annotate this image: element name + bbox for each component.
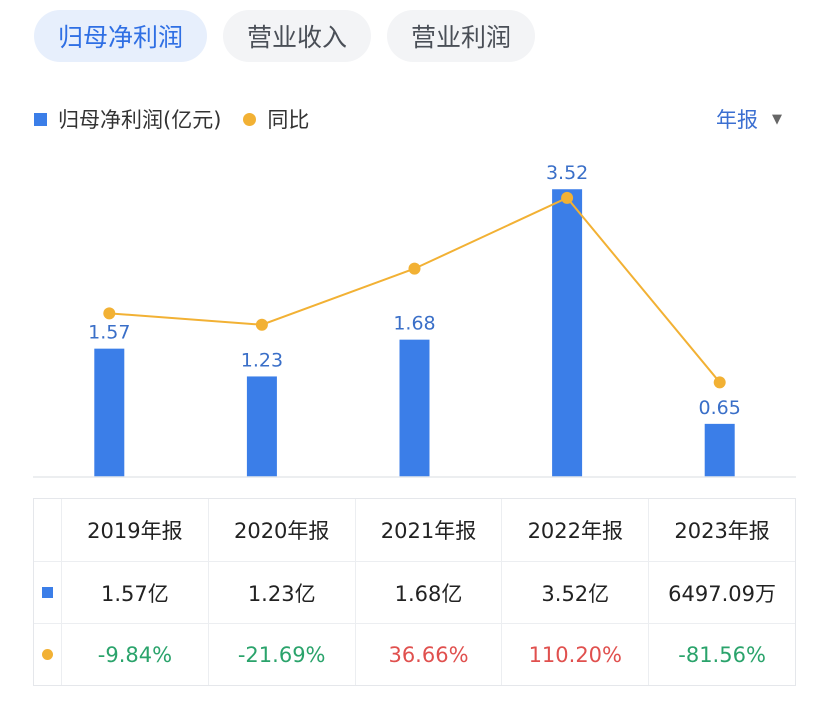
line-marker-icon <box>42 649 53 660</box>
caret-down-icon: ▼ <box>772 111 782 127</box>
line-legend-label: 同比 <box>267 108 310 132</box>
table-header-cell: 2021年报 <box>354 499 502 561</box>
bar-2023年报[interactable] <box>704 423 735 477</box>
row-marker-cell <box>34 624 61 685</box>
table-cell: 6497.09万 <box>648 562 795 623</box>
table-header-cell: 2020年报 <box>207 499 355 561</box>
yoy-point-2020年报[interactable] <box>255 318 268 331</box>
table-cell: 36.66% <box>354 624 502 685</box>
table-cell: -81.56% <box>648 624 795 685</box>
table-row-yoy: -9.84% -21.69% 36.66% 110.20% -81.56% <box>34 623 795 685</box>
table-cell: -21.69% <box>207 624 355 685</box>
bar-value-label: 1.68 <box>393 313 435 335</box>
tab-net-profit[interactable]: 归母净利润 <box>34 10 208 62</box>
yoy-point-2023年报[interactable] <box>713 376 726 389</box>
tab-operating-profit[interactable]: 营业利润 <box>387 10 536 62</box>
row-marker-cell <box>34 562 61 623</box>
table-row-profit: 1.57亿 1.23亿 1.68亿 3.52亿 6497.09万 <box>34 561 795 623</box>
chart-legend: 归母净利润(亿元) 同比 <box>34 104 309 134</box>
net-profit-chart: 1.57 1.23 1.68 3.52 0.65 <box>33 162 796 478</box>
bar-2021年报[interactable] <box>399 339 430 477</box>
bar-2022年报[interactable] <box>552 189 583 478</box>
tab-revenue[interactable]: 营业收入 <box>223 10 372 62</box>
bar-value-label: 1.57 <box>88 322 130 344</box>
bar-legend-swatch <box>34 112 47 126</box>
table-header-cell: 2022年报 <box>501 499 648 561</box>
yoy-point-2019年报[interactable] <box>103 307 116 320</box>
table-cell: 1.23亿 <box>207 562 355 623</box>
metric-tabs: 归母净利润 营业收入 营业利润 <box>34 10 536 62</box>
yoy-point-2022年报[interactable] <box>561 191 574 204</box>
data-table: 2019年报 2020年报 2021年报 2022年报 2023年报 1.57亿… <box>33 498 796 686</box>
bar-value-label: 3.52 <box>546 162 588 184</box>
table-header-row: 2019年报 2020年报 2021年报 2022年报 2023年报 <box>34 499 795 561</box>
period-label: 年报 <box>716 108 758 132</box>
table-cell: -9.84% <box>61 624 208 685</box>
bar-legend-label: 归母净利润(亿元) <box>58 108 222 132</box>
yoy-point-2021年报[interactable] <box>408 262 421 275</box>
table-header-cell: 2019年报 <box>61 499 208 561</box>
table-cell: 1.68亿 <box>354 562 502 623</box>
table-header-cell: 2023年报 <box>648 499 795 561</box>
bar-value-label: 0.65 <box>699 397 741 419</box>
period-selector[interactable]: 年报 ▼ <box>716 104 782 134</box>
table-cell: 110.20% <box>501 624 648 685</box>
table-corner-cell <box>34 499 61 561</box>
table-cell: 3.52亿 <box>501 562 648 623</box>
bar-2020年报[interactable] <box>246 376 277 477</box>
line-legend-swatch <box>243 112 257 126</box>
bar-value-label: 1.23 <box>241 349 283 371</box>
bar-2019年报[interactable] <box>94 348 125 477</box>
bar-marker-icon <box>42 587 53 598</box>
table-cell: 1.57亿 <box>61 562 208 623</box>
